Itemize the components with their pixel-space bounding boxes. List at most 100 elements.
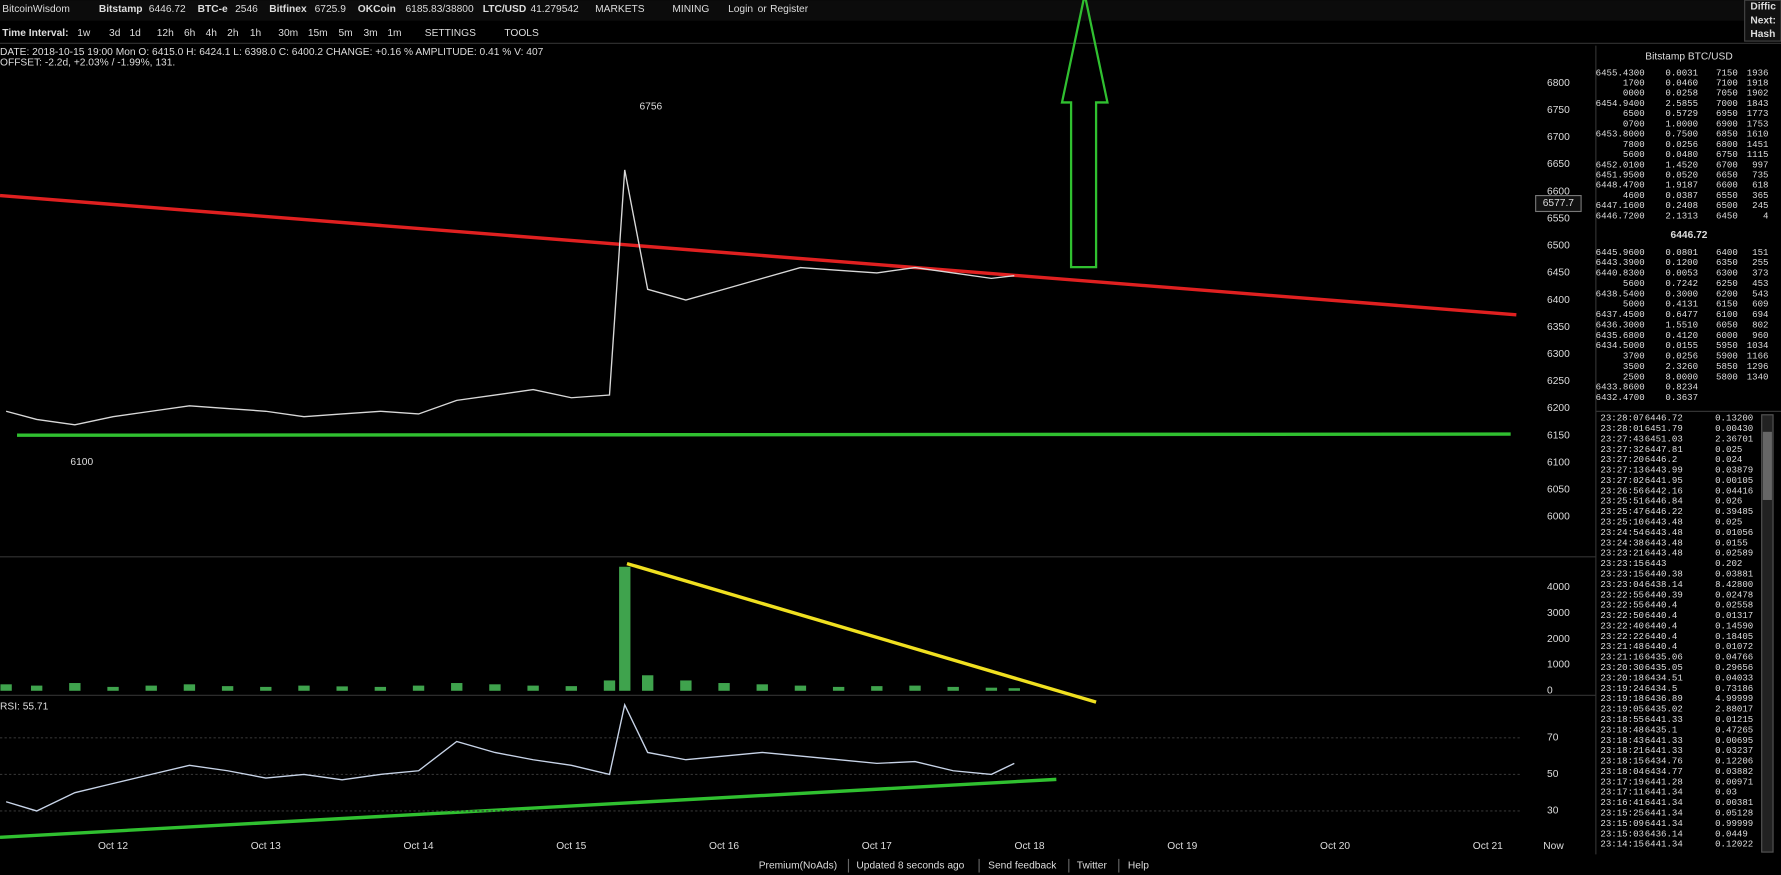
trade-price: 6443.48 xyxy=(1645,517,1683,528)
interval[interactable]: 3d xyxy=(109,28,121,39)
trade-price: 6441.95 xyxy=(1645,475,1683,486)
interval[interactable]: 30m xyxy=(278,28,298,39)
book-cell: 0.6477 xyxy=(1665,309,1698,320)
book-cell: 0.0031 xyxy=(1665,67,1698,78)
scrollbar[interactable] xyxy=(1761,414,1774,853)
book-cell: 0.0520 xyxy=(1665,170,1698,181)
trade-time: 23:27:43 xyxy=(1600,433,1644,444)
interval[interactable]: 1m xyxy=(387,28,401,39)
book-cell: 5900 xyxy=(1716,351,1738,362)
trade-time: 23:14:15 xyxy=(1600,839,1644,850)
book-cell: 735 xyxy=(1752,170,1768,181)
volume-bar xyxy=(0,684,12,691)
volume-bar xyxy=(69,683,81,691)
x-tick-label: Oct 12 xyxy=(98,841,128,852)
book-cell: 5600 xyxy=(1623,278,1645,289)
trade-amount: 0.00971 xyxy=(1715,776,1754,787)
trade-amount: 0.04033 xyxy=(1715,672,1753,683)
toolbar-menu[interactable]: SETTINGS xyxy=(425,28,476,39)
book-cell: 6300 xyxy=(1716,268,1738,279)
trade-amount: 0.02589 xyxy=(1715,548,1753,559)
book-cell: 8.0000 xyxy=(1665,371,1698,382)
trade-time: 23:17:11 xyxy=(1600,787,1644,798)
trade-price: 6441.34 xyxy=(1645,787,1683,798)
register[interactable]: Register xyxy=(770,4,809,15)
menu[interactable]: MARKETS xyxy=(595,4,645,15)
x-tick-label: Now xyxy=(1543,841,1564,852)
rsi-label: RSI: 55.71 xyxy=(0,701,49,712)
book-cell: 0.3000 xyxy=(1665,288,1698,299)
interval[interactable]: 1w xyxy=(77,28,91,39)
trade-amount: 0.025 xyxy=(1715,517,1742,528)
trade-amount: 2.88017 xyxy=(1715,704,1753,715)
volume-bar xyxy=(107,686,119,691)
trade-time: 23:19:18 xyxy=(1600,693,1644,704)
trade-time: 23:22:22 xyxy=(1600,631,1644,642)
toolbar-menu[interactable]: TOOLS xyxy=(504,28,539,39)
book-cell: 0.0256 xyxy=(1665,351,1698,362)
menu[interactable]: MINING xyxy=(672,4,709,15)
book-cell: 6453.8000 xyxy=(1596,129,1645,140)
login[interactable]: Login xyxy=(728,4,753,15)
book-cell: 0.0801 xyxy=(1665,247,1698,258)
interval[interactable]: 1h xyxy=(250,28,262,39)
y-tick-label: 1000 xyxy=(1547,660,1570,671)
y-tick-label: 6200 xyxy=(1547,403,1570,414)
book-cell: 1.4520 xyxy=(1665,159,1698,170)
volume-bar xyxy=(489,684,501,691)
trade-time: 23:18:48 xyxy=(1600,724,1644,735)
book-cell: 4 xyxy=(1763,210,1768,221)
book-cell: 4600 xyxy=(1623,190,1645,201)
interval[interactable]: 15m xyxy=(308,28,328,39)
trade-time: 23:15:25 xyxy=(1600,808,1644,819)
interval[interactable]: 3m xyxy=(363,28,377,39)
y-tick-label: 30 xyxy=(1547,806,1559,817)
trade-price: 6451.03 xyxy=(1645,433,1683,444)
footer-link: Updated 8 seconds ago xyxy=(856,860,964,871)
trade-time: 23:28:01 xyxy=(1600,423,1644,434)
trade-price: 6440.4 xyxy=(1645,620,1678,631)
trade-price: 6451.79 xyxy=(1645,423,1683,434)
interval[interactable]: 1d xyxy=(129,28,141,39)
book-cell: 609 xyxy=(1752,299,1768,310)
book-cell: 6436.3000 xyxy=(1596,319,1645,330)
volume-bar xyxy=(642,675,654,691)
book-cell: 0.2408 xyxy=(1665,200,1698,211)
book-cell: 0000 xyxy=(1623,88,1645,99)
interval[interactable]: 5m xyxy=(338,28,352,39)
trade-price: 6441.34 xyxy=(1645,839,1683,850)
book-cell: 6400 xyxy=(1716,247,1738,258)
ticker-name[interactable]: Bitstamp xyxy=(99,4,143,15)
interval[interactable]: 12h xyxy=(157,28,174,39)
trade-price: 6440.39 xyxy=(1645,589,1683,600)
x-tick-label: Oct 14 xyxy=(403,841,433,852)
trade-amount: 0.12022 xyxy=(1715,839,1753,850)
book-cell: 6350 xyxy=(1716,257,1738,268)
book-cell: 255 xyxy=(1752,257,1768,268)
trade-time: 23:17:19 xyxy=(1600,776,1644,787)
volume-bar xyxy=(412,685,425,691)
interval[interactable]: 4h xyxy=(206,28,218,39)
ticker-name[interactable]: LTC/USD xyxy=(483,4,527,15)
interval[interactable]: 2h xyxy=(227,28,239,39)
footer-link[interactable]: Send feedback xyxy=(988,860,1057,871)
footer-link[interactable]: Help xyxy=(1128,860,1149,871)
footer-link[interactable]: Twitter xyxy=(1077,860,1108,871)
interval[interactable]: 6h xyxy=(184,28,196,39)
ticker-name[interactable]: Bitfinex xyxy=(269,4,307,15)
logo[interactable]: BitcoinWisdom xyxy=(2,4,70,15)
trade-amount: 0.03879 xyxy=(1715,465,1753,476)
ticker-name[interactable]: BTC-e xyxy=(198,4,228,15)
book-cell: 0.5729 xyxy=(1665,108,1698,119)
scroll-thumb[interactable] xyxy=(1762,431,1772,500)
volume-bar xyxy=(527,685,539,691)
book-cell: 0.1200 xyxy=(1665,257,1698,268)
footer-link[interactable]: Premium(NoAds) xyxy=(759,860,837,871)
book-cell: 6700 xyxy=(1716,159,1738,170)
book-cell: 6500 xyxy=(1716,200,1738,211)
volume-bar xyxy=(260,686,272,691)
x-tick-label: Oct 15 xyxy=(556,841,586,852)
book-cell: 1.9187 xyxy=(1665,180,1698,191)
ticker-name[interactable]: OKCoin xyxy=(358,4,396,15)
trade-time: 23:18:15 xyxy=(1600,756,1644,767)
